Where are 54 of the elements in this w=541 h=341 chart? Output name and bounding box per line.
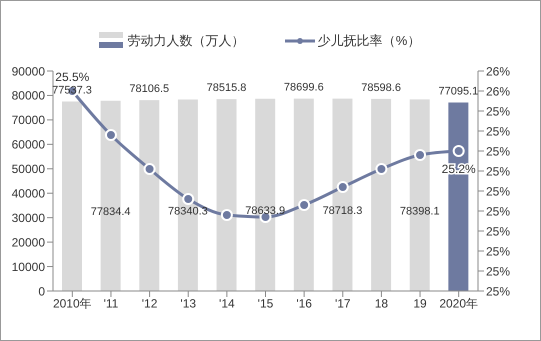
y2-tick-label: 25% <box>486 264 510 278</box>
point <box>144 163 156 175</box>
x-tick-label: '16 <box>296 296 312 311</box>
y-tick-label: 90000 <box>12 64 46 78</box>
y2-tick-label: 26% <box>486 84 510 98</box>
point <box>298 199 310 211</box>
y2-tick-label: 25% <box>486 184 510 198</box>
data-label: 78515.8 <box>206 82 246 94</box>
x-tick-label: 2010年 <box>52 296 92 311</box>
y-tick-label: 60000 <box>12 138 46 152</box>
point <box>414 149 426 161</box>
x-tick-label: 2020年 <box>439 296 478 311</box>
data-label: 77834.4 <box>90 206 131 218</box>
data-label: 78340.3 <box>168 205 208 218</box>
point <box>104 129 117 141</box>
legend-label: 少儿抚比率（%） <box>318 32 420 50</box>
y2-tick-label: 25% <box>486 124 510 138</box>
y2-tick-label: 25% <box>486 284 510 298</box>
x-tick-label: '15 <box>258 296 274 311</box>
legend-label: 劳动力人数（万人） <box>128 32 245 50</box>
point <box>220 209 233 221</box>
data-label: 25.5% <box>55 70 90 84</box>
y-tick-label: 20000 <box>12 235 46 250</box>
y2-tick-label: 25% <box>486 244 510 258</box>
y2-tick-label: 25% <box>486 104 510 118</box>
y-tick-label: 50000 <box>12 162 46 176</box>
point <box>452 145 465 157</box>
data-label: 78699.6 <box>284 82 324 94</box>
y2-tick-label: 25% <box>486 144 510 158</box>
data-label: 78106.5 <box>129 83 170 96</box>
y2-tick-label: 26% <box>486 64 510 78</box>
point <box>182 193 194 205</box>
data-label: 78398.1 <box>400 205 440 218</box>
point <box>336 181 349 193</box>
y2-tick-label: 25% <box>486 204 510 218</box>
y-tick-label: 0 <box>38 284 46 298</box>
x-tick-label: '14 <box>219 296 236 311</box>
x-tick-label: '12 <box>142 296 158 311</box>
point <box>375 163 388 175</box>
y2-tick-label: 25% <box>486 164 510 178</box>
y2-tick-label: 25% <box>486 224 510 238</box>
x-tick-label: '11 <box>104 296 119 311</box>
x-tick-label: 18 <box>374 296 388 311</box>
x-tick-label: '17 <box>334 296 351 311</box>
x-tick-label: 19 <box>413 296 428 311</box>
data-label: 78633.9 <box>245 205 286 218</box>
y-tick-label: 40000 <box>12 186 46 200</box>
y-tick-label: 10000 <box>12 260 46 274</box>
y-tick-label: 80000 <box>12 88 46 103</box>
data-label: 78718.3 <box>322 205 362 218</box>
y-tick-label: 70000 <box>12 113 46 128</box>
data-label: 78598.6 <box>361 82 401 94</box>
x-tick-label: '13 <box>180 296 196 311</box>
y-tick-label: 30000 <box>12 210 46 225</box>
